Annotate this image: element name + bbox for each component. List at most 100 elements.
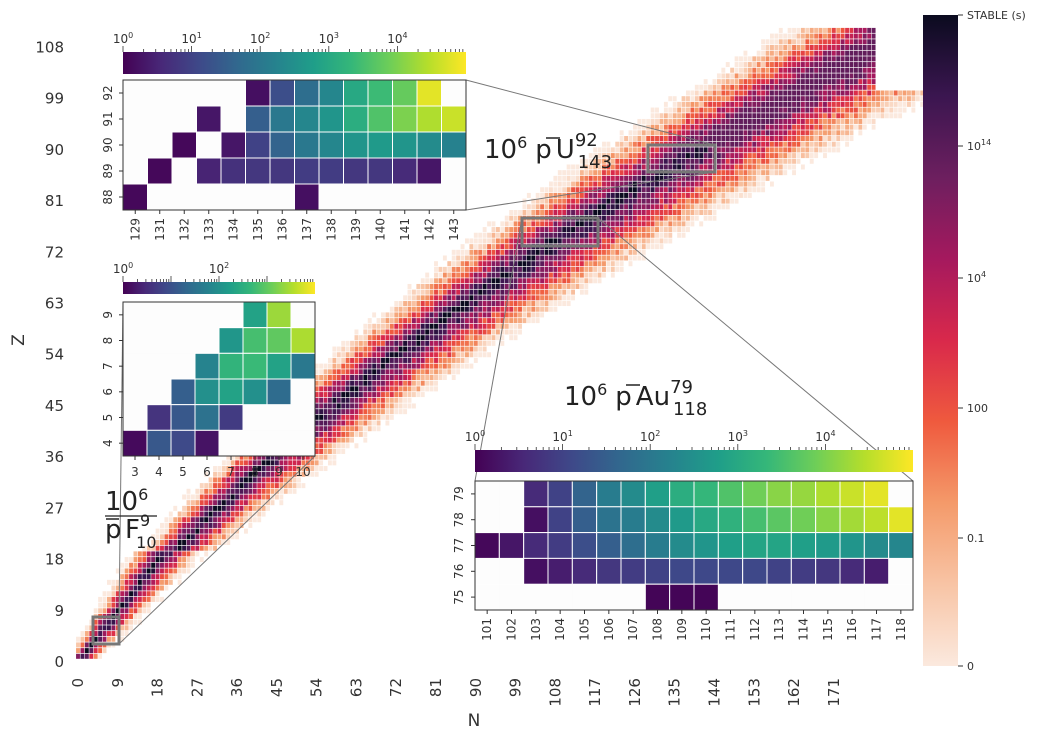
nuclide-cell bbox=[628, 238, 633, 244]
nuclide-cell bbox=[142, 568, 147, 574]
nuclide-cell bbox=[712, 113, 717, 119]
nuclide-cell bbox=[456, 255, 461, 261]
nuclide-cell bbox=[102, 602, 107, 608]
nuclide-cell bbox=[765, 90, 770, 96]
nuclide-cell bbox=[381, 414, 385, 420]
nuclide-cell bbox=[730, 130, 735, 136]
nuclide-cell bbox=[221, 471, 226, 477]
inset-cell bbox=[815, 557, 841, 585]
nuclide-cell bbox=[425, 278, 430, 284]
nuclide-cell bbox=[769, 130, 774, 136]
nuclide-cell bbox=[800, 96, 805, 102]
nuclide-cell bbox=[655, 227, 659, 233]
nuclide-cell bbox=[522, 238, 527, 244]
nuclide-cell bbox=[690, 175, 695, 181]
nuclide-cell bbox=[734, 141, 739, 147]
nuclide-cell bbox=[800, 147, 805, 153]
nuclide-cell bbox=[571, 255, 575, 261]
nuclide-cell bbox=[787, 73, 792, 79]
nuclide-cell bbox=[336, 352, 341, 358]
y-tick-label: 81 bbox=[45, 192, 64, 210]
nuclide-cell bbox=[257, 477, 262, 483]
nuclide-cell bbox=[619, 209, 624, 215]
nuclide-cell bbox=[531, 306, 536, 312]
nuclide-cell bbox=[827, 141, 832, 147]
nuclide-cell bbox=[319, 380, 324, 386]
nuclide-cell bbox=[672, 136, 677, 142]
nuclide-cell bbox=[142, 562, 147, 568]
nuclide-cell bbox=[451, 289, 456, 295]
nuclide-cell bbox=[827, 101, 832, 107]
nuclide-cell bbox=[327, 437, 332, 443]
nuclide-cell bbox=[155, 568, 160, 574]
nuclide-cell bbox=[818, 136, 823, 142]
nuclide-cell bbox=[593, 198, 598, 204]
nuclide-cell bbox=[668, 153, 673, 159]
nuclide-cell bbox=[668, 232, 673, 238]
nuclide-cell bbox=[805, 107, 810, 113]
nuclide-cell bbox=[495, 227, 500, 233]
nuclide-cell bbox=[336, 414, 341, 420]
nuclide-cell bbox=[765, 175, 770, 181]
nuclide-cell bbox=[907, 96, 911, 102]
nuclide-cell bbox=[106, 602, 111, 608]
nuclide-cell bbox=[195, 545, 200, 551]
nuclide-cell bbox=[752, 170, 757, 176]
nuclide-cell bbox=[548, 209, 553, 215]
nuclide-cell bbox=[597, 249, 602, 255]
nuclide-cell bbox=[398, 363, 403, 369]
nuclide-cell bbox=[668, 227, 673, 233]
nuclide-cell bbox=[663, 204, 668, 210]
nuclide-cell bbox=[274, 488, 279, 494]
nuclide-cell bbox=[588, 227, 593, 233]
inset-x-tick-label: 129 bbox=[128, 218, 142, 241]
nuclide-cell bbox=[747, 136, 752, 142]
nuclide-cell bbox=[690, 192, 695, 198]
nuclide-cell bbox=[769, 141, 774, 147]
nuclide-cell bbox=[783, 170, 788, 176]
nuclide-cell bbox=[646, 232, 651, 238]
nuclide-cell bbox=[827, 27, 832, 33]
nuclide-cell bbox=[540, 272, 545, 278]
inset-cell-empty bbox=[147, 327, 171, 354]
nuclide-cell bbox=[615, 198, 620, 204]
nuclide-cell bbox=[778, 147, 783, 153]
nuclide-cell bbox=[372, 346, 377, 352]
inset-cell-empty bbox=[767, 584, 792, 610]
inset-y-tick-label: 76 bbox=[452, 564, 466, 579]
nuclide-cell bbox=[420, 289, 425, 295]
nuclide-cell bbox=[394, 392, 399, 398]
nuclide-cell bbox=[575, 187, 580, 193]
inset-cell-empty bbox=[196, 132, 221, 158]
inset-cell bbox=[367, 131, 393, 159]
nuclide-cell bbox=[809, 153, 814, 159]
nuclide-cell bbox=[469, 261, 474, 267]
nuclide-cell bbox=[818, 56, 823, 62]
nuclide-cell bbox=[407, 352, 412, 358]
nuclide-cell bbox=[230, 505, 235, 511]
nuclide-cell bbox=[588, 164, 593, 170]
nuclide-cell bbox=[769, 153, 774, 159]
nuclide-cell bbox=[301, 471, 306, 477]
nuclide-cell bbox=[403, 312, 408, 318]
nuclide-cell bbox=[204, 511, 209, 517]
nuclide-cell bbox=[814, 62, 819, 68]
nuclide-cell bbox=[389, 414, 394, 420]
nuclide-cell bbox=[389, 352, 394, 358]
nuclide-cell bbox=[831, 62, 836, 68]
nuclide-cell bbox=[858, 118, 863, 124]
nuclide-cell bbox=[739, 136, 743, 142]
nuclide-cell bbox=[593, 261, 598, 267]
nuclide-cell bbox=[314, 403, 319, 409]
nuclide-cell bbox=[880, 90, 885, 96]
nuclide-cell bbox=[221, 517, 226, 523]
nuclide-cell bbox=[739, 56, 743, 62]
inset-connector bbox=[118, 301, 124, 618]
inset-cell bbox=[218, 352, 244, 380]
nuclide-cell bbox=[518, 232, 522, 238]
nuclide-cell bbox=[513, 283, 518, 289]
nuclide-cell bbox=[579, 192, 584, 198]
nuclide-cell bbox=[89, 636, 94, 642]
nuclide-cell bbox=[323, 448, 328, 454]
nuclide-cell bbox=[708, 118, 713, 124]
